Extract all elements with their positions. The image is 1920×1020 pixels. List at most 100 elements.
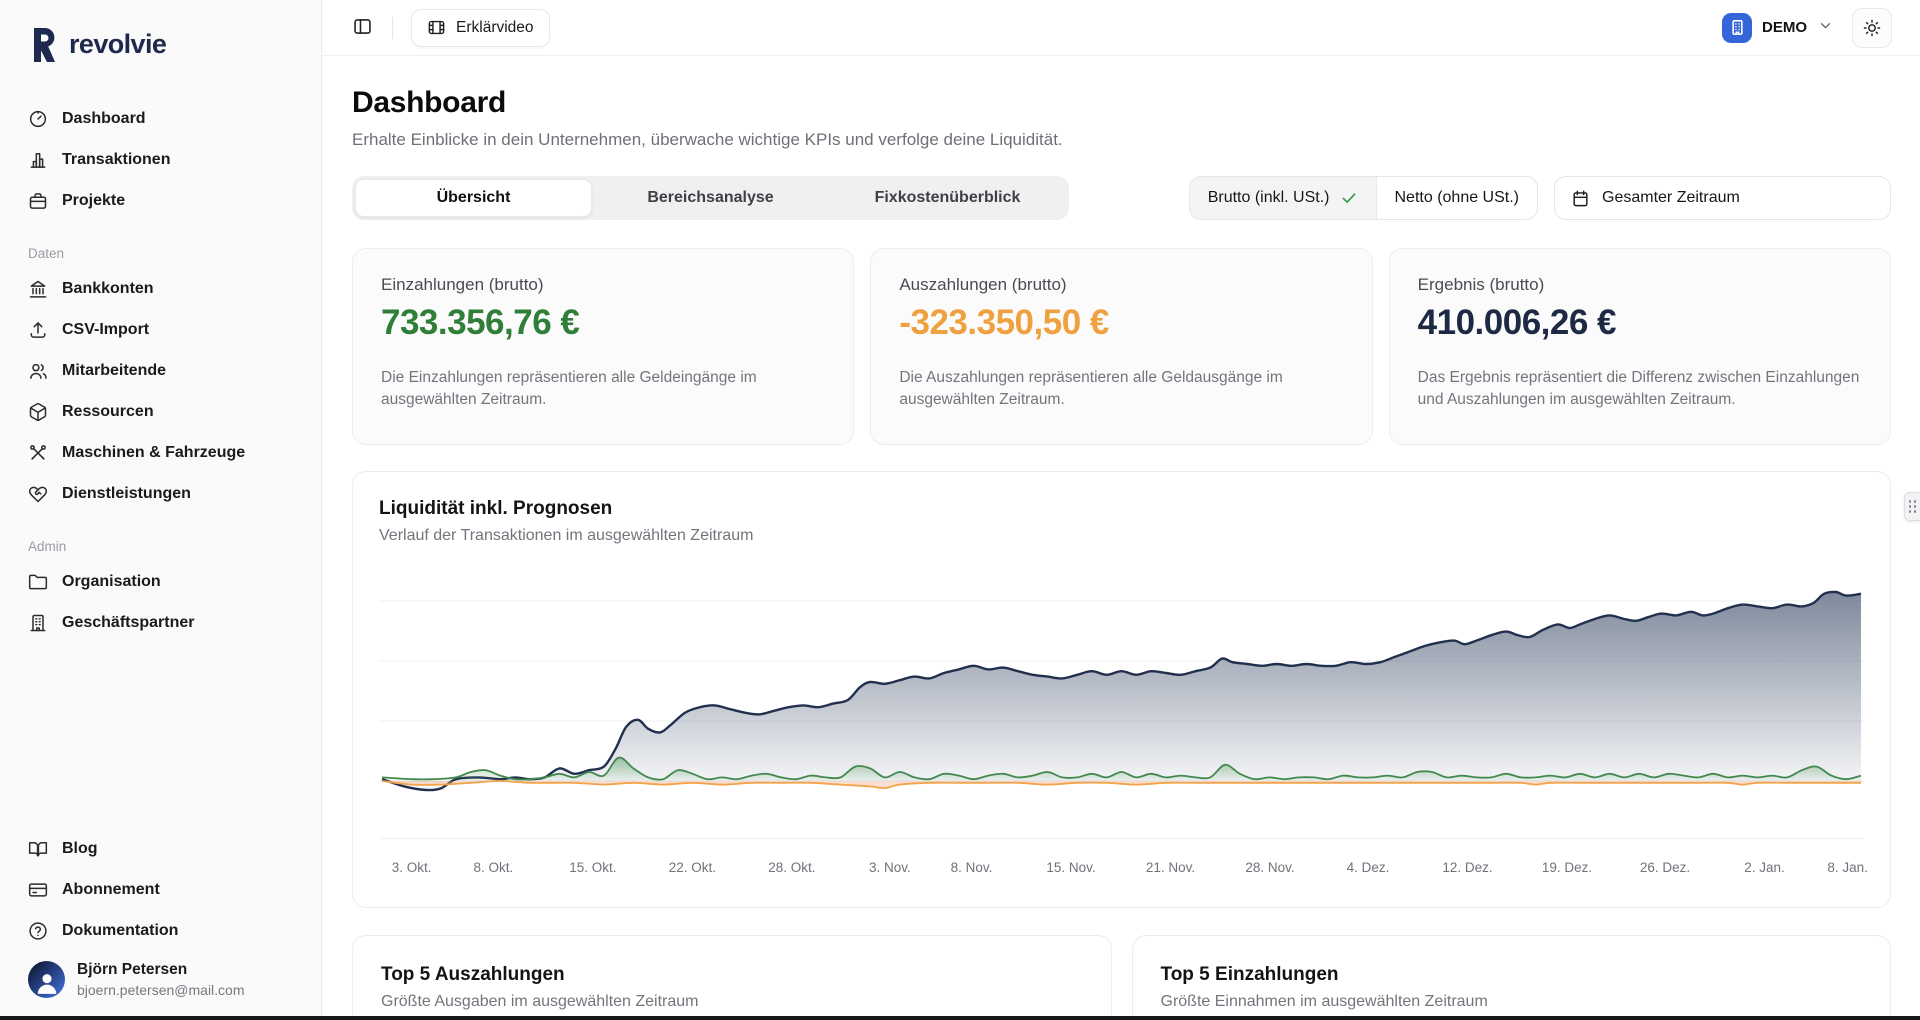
liquidity-chart[interactable] — [379, 561, 1864, 851]
filter-controls: Brutto (inkl. USt.) Netto (ohne USt.) Ge… — [1188, 176, 1891, 220]
series-area-einzahlungen — [381, 757, 1862, 781]
credit-card-icon — [28, 882, 48, 897]
revolvie-logo-icon — [28, 26, 60, 62]
film-icon — [428, 20, 445, 35]
sidebar-item-label: Blog — [62, 839, 98, 857]
org-switcher[interactable]: DEMO — [1722, 12, 1834, 43]
vat-netto-label: Netto (ohne USt.) — [1394, 189, 1520, 206]
sidebar-item-label: Abonnement — [62, 880, 160, 898]
sidebar-item-abonnement[interactable]: Abonnement — [16, 869, 305, 910]
sidebar-item-label: CSV-Import — [62, 320, 150, 338]
building-icon — [30, 614, 46, 631]
explainer-video-button[interactable]: Erklärvideo — [411, 8, 550, 47]
x-tick-label: 3. Nov. — [868, 860, 911, 875]
kpi-description: Das Ergebnis repräsentiert die Differenz… — [1417, 369, 1860, 409]
sidebar-item-label: Geschäftspartner — [62, 613, 195, 631]
vat-brutto-label: Brutto (inkl. USt.) — [1207, 189, 1330, 206]
x-tick-label: 8. Okt. — [473, 860, 514, 875]
chevron-down-icon — [1817, 17, 1834, 39]
topbar: Erklärvideo DEMO — [322, 0, 1920, 56]
x-tick-label: 8. Nov. — [950, 860, 993, 875]
sun-icon — [1863, 19, 1881, 36]
kpi-value: 733.356,76 € — [381, 303, 580, 342]
chart-area: 3. Okt. 8. Okt. 15. Okt. 22. Okt. 28. Okt. 3.… — [379, 561, 1868, 881]
sidebar-item-label: Dienstleistungen — [62, 484, 191, 502]
sidebar-item-maschinen-fahrzeuge[interactable]: Maschinen & Fahrzeuge — [16, 432, 305, 473]
sidebar-item-label: Projekte — [62, 191, 126, 209]
book-open-icon — [28, 841, 48, 856]
x-tick-label: 28. Okt. — [768, 860, 816, 875]
landmark-icon — [29, 280, 47, 298]
top5-row: Top 5 Auszahlungen Größte Ausgaben im au… — [352, 935, 1891, 1020]
panel-left-icon — [353, 18, 371, 34]
liquidity-chart-card: Liquidität inkl. Prognosen Verlauf der T… — [352, 471, 1891, 908]
theme-toggle-button[interactable] — [1852, 7, 1892, 48]
sidebar-toggle-button[interactable] — [350, 16, 374, 40]
sidebar-nav: Dashboard Transaktionen Projekte Daten Bankk… — [16, 98, 305, 643]
top5-auszahlungen-card: Top 5 Auszahlungen Größte Ausgaben im au… — [352, 935, 1112, 1020]
sidebar-item-blog[interactable]: Blog — [16, 828, 305, 869]
sidebar-section-label: Admin — [28, 539, 67, 554]
page-subtitle: Erhalte Einblicke in dein Unternehmen, ü… — [352, 130, 1063, 149]
sidebar-item-dienstleistungen[interactable]: Dienstleistungen — [16, 473, 305, 514]
series-line-einzahlungen — [381, 756, 1862, 781]
kpi-description: Die Auszahlungen repräsentieren alle Gel… — [899, 369, 1283, 409]
upload-icon — [30, 321, 46, 338]
tab-fixkostenueberblick[interactable]: Fixkostenüberblick — [874, 189, 1021, 206]
sidebar: revolvie Dashboard Transaktionen Projekte D… — [0, 0, 322, 1020]
x-tick-label: 15. Okt. — [569, 860, 617, 875]
sidebar-item-label: Organisation — [62, 572, 161, 590]
sidebar-item-mitarbeitende[interactable]: Mitarbeitende — [16, 350, 305, 391]
tab-uebersicht[interactable]: Übersicht — [355, 179, 592, 217]
sidebar-item-dokumentation[interactable]: Dokumentation — [16, 910, 305, 951]
org-building-icon — [1722, 12, 1752, 43]
help-circle-icon — [29, 921, 47, 940]
card-subtitle: Größte Einnahmen im ausgewählten Zeitrau… — [1160, 993, 1488, 1010]
x-axis-ticks: 3. Okt. 8. Okt. 15. Okt. 22. Okt. 28. Okt. 3.… — [379, 851, 1868, 881]
sidebar-item-label: Bankkonten — [62, 279, 154, 297]
explainer-video-label: Erklärvideo — [456, 18, 534, 36]
kpi-card-einzahlungen: Einzahlungen (brutto) 733.356,76 € Die E… — [352, 248, 855, 445]
period-picker-button[interactable]: Gesamter Zeitraum — [1554, 176, 1891, 220]
card-subtitle: Größte Ausgaben im ausgewählten Zeitraum — [381, 993, 699, 1010]
sidebar-item-label: Maschinen & Fahrzeuge — [62, 443, 246, 461]
user-menu[interactable]: Björn Petersen bjoern.petersen@mail.com — [16, 951, 305, 1020]
sidebar-section-label: Daten — [28, 246, 65, 261]
topbar-divider — [392, 16, 393, 39]
x-tick-label: 4. Dez. — [1346, 860, 1390, 875]
vat-toggle: Brutto (inkl. USt.) Netto (ohne USt.) — [1188, 176, 1538, 220]
sidebar-item-organisation[interactable]: Organisation — [16, 561, 305, 602]
x-tick-label: 2. Jan. — [1744, 860, 1785, 875]
sidebar-item-label: Ressourcen — [62, 402, 154, 420]
sidebar-item-geschaeftspartner[interactable]: Geschäftspartner — [16, 602, 305, 643]
x-tick-label: 26. Dez. — [1639, 860, 1691, 875]
sidebar-item-dashboard[interactable]: Dashboard — [16, 98, 305, 139]
scroll-drag-handle[interactable] — [1904, 492, 1920, 521]
sidebar-item-label: Dokumentation — [62, 921, 179, 939]
tab-bereichsanalyse[interactable]: Bereichsanalyse — [647, 189, 774, 206]
kpi-row: Einzahlungen (brutto) 733.356,76 € Die E… — [352, 248, 1891, 445]
kpi-description: Die Einzahlungen repräsentieren alle Gel… — [381, 369, 757, 409]
x-tick-label: 28. Nov. — [1245, 860, 1295, 875]
chart-subtitle: Verlauf der Transaktionen im ausgewählte… — [379, 527, 754, 544]
x-tick-label: 19. Dez. — [1541, 860, 1593, 875]
org-name: DEMO — [1762, 19, 1807, 36]
series-line-liquiditaet-saldo — [381, 590, 1862, 792]
vat-option-brutto[interactable]: Brutto (inkl. USt.) — [1189, 177, 1376, 219]
sidebar-item-transaktionen[interactable]: Transaktionen — [16, 139, 305, 180]
sidebar-item-bankkonten[interactable]: Bankkonten — [16, 268, 305, 309]
check-icon — [1342, 193, 1355, 203]
sidebar-item-csv-import[interactable]: CSV-Import — [16, 309, 305, 350]
sidebar-item-label: Dashboard — [62, 109, 146, 127]
sidebar-item-label: Transaktionen — [62, 150, 171, 168]
sidebar-item-ressourcen[interactable]: Ressourcen — [16, 391, 305, 432]
brand-logo[interactable]: revolvie — [16, 0, 305, 62]
chart-title: Liquidität inkl. Prognosen — [379, 498, 613, 519]
sidebar-item-projekte[interactable]: Projekte — [16, 180, 305, 221]
folder-icon — [28, 574, 48, 589]
view-tabs: Übersicht Bereichsanalyse Fixkostenüberb… — [352, 176, 1069, 220]
vat-option-netto[interactable]: Netto (ohne USt.) — [1375, 177, 1537, 219]
users-icon — [30, 363, 47, 379]
x-tick-label: 21. Nov. — [1145, 860, 1196, 875]
screen-bottom-edge — [0, 1016, 1920, 1020]
